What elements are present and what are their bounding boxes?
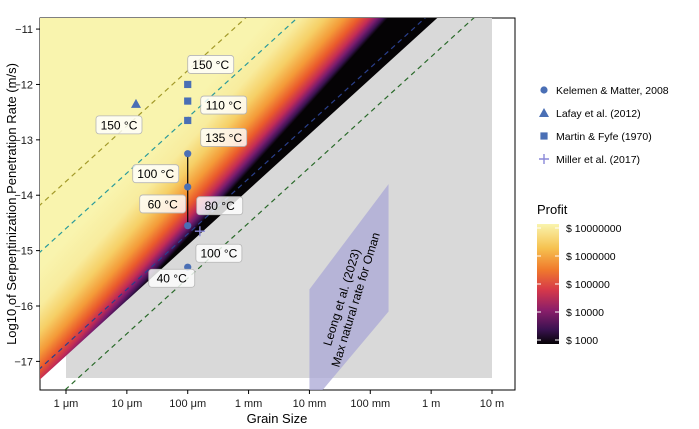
x-tick-label-5: 100 mm — [350, 398, 390, 410]
colorbar-label-4: $ 1000 — [566, 335, 598, 347]
point-label-box-0-2 — [196, 196, 244, 216]
x-tick-label-3: 1 mm — [235, 398, 263, 410]
y-tick-label-5: −16 — [14, 301, 33, 313]
point-label-box-2-0 — [187, 55, 235, 74]
point-circle-0-0 — [184, 150, 192, 158]
point-square-2-1 — [184, 97, 192, 105]
colorbar-label-1: $ 1000000 — [566, 251, 616, 263]
point-label-0-3: 40 °C — [157, 272, 187, 286]
point-square-2-2 — [184, 116, 192, 125]
legend-label-0: Kelemen & Matter, 2008 — [556, 85, 669, 97]
reference-line-3 — [40, 18, 426, 370]
legend-marker-triangle — [539, 108, 549, 117]
leong-region — [309, 184, 389, 390]
y-tick-label-4: −15 — [14, 246, 33, 258]
legend-label-1: Lafay et al. (2012) — [556, 108, 641, 120]
legend-label-3: Miller et al. (2017) — [556, 154, 640, 166]
x-axis-title: Grain Size — [247, 411, 308, 426]
point-triangle-1-0 — [130, 98, 141, 108]
x-tick-label-4: 10 mm — [293, 398, 327, 410]
point-label-box-2-1 — [200, 95, 248, 115]
x-tick-label-7: 10 m — [480, 398, 504, 410]
x-tick-label-6: 1 m — [422, 398, 440, 410]
y-tick-label-3: −14 — [14, 190, 33, 202]
point-circle-0-2 — [184, 222, 192, 230]
point-label-0-1: 60 °C — [148, 197, 178, 211]
point-label-0-0: 100 °C — [137, 167, 174, 181]
x-tick-label-2: 100 μm — [169, 398, 206, 410]
point-label-2-0: 150 °C — [192, 58, 229, 72]
point-label-3-0: 100 °C — [200, 247, 237, 261]
point-label-2-2: 135 °C — [205, 131, 242, 145]
point-circle-0-1 — [184, 183, 192, 191]
x-tick-label-1: 10 μm — [111, 398, 142, 410]
legend-marker-square — [540, 132, 548, 140]
reference-line-4 — [64, 18, 475, 390]
point-label-0-2: 80 °C — [205, 199, 235, 213]
reference-line-2 — [40, 18, 299, 253]
point-square-2-0 — [184, 80, 192, 89]
y-tick-label-6: −17 — [14, 356, 33, 368]
y-axis-title: Log10 of Serpentinization Penetration Ra… — [4, 63, 19, 345]
point-label-box-0-1 — [139, 194, 187, 214]
y-tick-label-0: −11 — [15, 24, 33, 36]
point-label-box-3-0 — [195, 243, 243, 263]
x-tick-label-0: 1 μm — [54, 398, 79, 410]
point-plus-3-0 — [194, 226, 205, 237]
legend-marker-plus — [539, 154, 549, 164]
point-label-box-0-3 — [148, 268, 196, 288]
point-label-box-2-2 — [200, 128, 248, 147]
y-tick-label-1: −12 — [14, 79, 33, 91]
legend-marker-circle — [540, 86, 548, 94]
legend-label-2: Martin & Fyfe (1970) — [556, 131, 652, 143]
point-label-2-1: 110 °C — [206, 99, 242, 113]
colorbar — [537, 224, 559, 344]
colorbar-label-0: $ 10000000 — [566, 223, 622, 235]
legend: Kelemen & Matter, 2008 Lafay et al. (2012… — [539, 85, 669, 166]
colorbar-label-2: $ 100000 — [566, 279, 610, 291]
colorbar-title: Profit — [537, 202, 568, 217]
point-label-1-0: 150 °C — [101, 118, 138, 132]
y-tick-label-2: −13 — [14, 135, 33, 147]
colorbar-label-3: $ 10000 — [566, 307, 604, 319]
point-label-box-0-0 — [132, 164, 180, 184]
point-label-box-1-0 — [95, 115, 143, 135]
